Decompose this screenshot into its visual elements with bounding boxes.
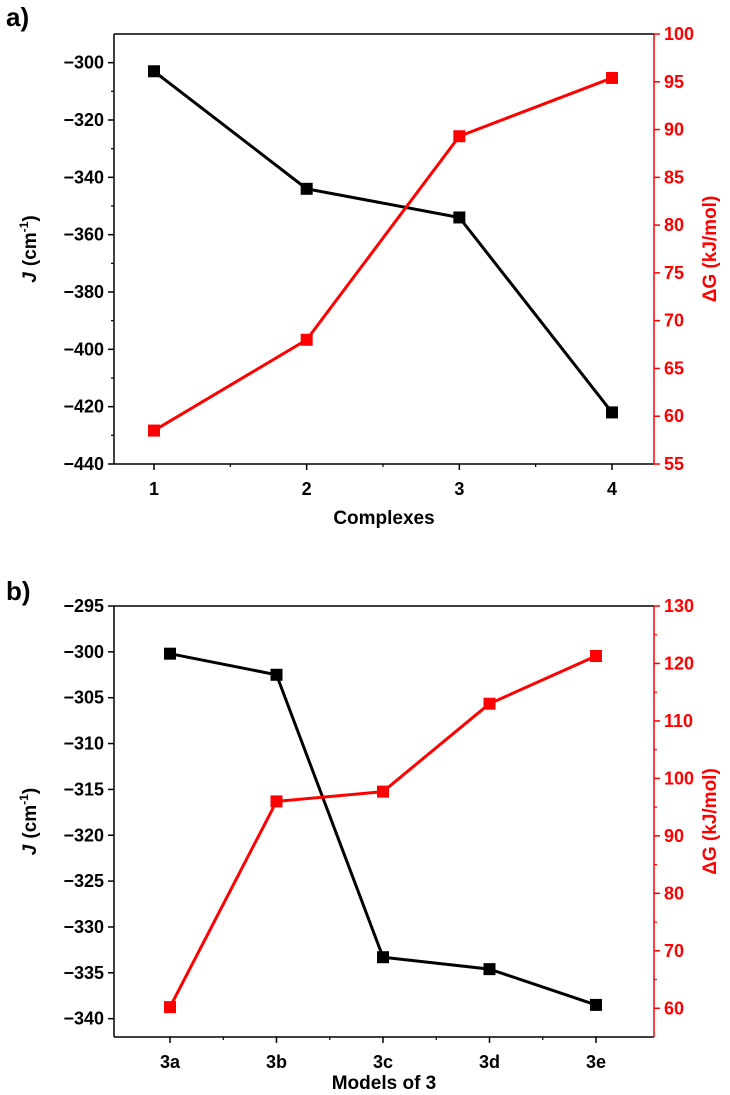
data-point-J-p2 [483,963,496,976]
left-axis-title-close-p2: ) [20,788,41,794]
x-axis-title-p2: Models of 3 [332,1073,437,1094]
left-tick-label-p1: −420 [63,397,104,417]
left-axis-title-p1: J (cm-1) [17,215,41,282]
data-point-J-p1 [300,182,313,195]
data-point-ΔG-p1 [148,424,160,437]
left-tick-label-p2: −340 [63,1009,104,1029]
left-tick-label-p2: −335 [63,963,104,983]
left-tick-label-p2: −305 [63,688,104,708]
left-tick-label-p1: −440 [63,454,104,474]
x-tick-label-p2: 3e [586,1052,606,1072]
right-axis-title-p2: ΔG (kJ/mol) [700,768,721,875]
data-point-ΔG-p1 [300,333,313,346]
data-point-J-p1 [606,406,618,419]
right-tick-label-p2: 80 [664,883,684,903]
x-tick-label-p2: 3c [373,1052,393,1072]
left-tick-label-p2: −320 [63,825,104,845]
series-line-J-p1 [153,70,614,414]
left-axis-title-p2: J (cm-1) [17,788,41,855]
left-tick-label-p2: −325 [63,871,104,891]
x-axis-title-p1: Complexes [333,508,434,529]
data-point-ΔG-p1 [606,71,618,84]
x-tick-label-p2: 3d [479,1052,500,1072]
left-tick-label-p2: −295 [63,596,104,616]
right-tick-label-p1: 55 [664,454,684,474]
right-tick-label-p2: 100 [664,768,694,788]
right-tick-label-p2: 60 [664,998,684,1018]
right-tick-label-p1: 95 [664,72,684,92]
right-tick-label-p2: 90 [664,826,684,846]
data-point-ΔG-p1 [453,130,466,143]
chart-panel-p1: a) −300 −320 −340 −360 −380 −400 −420 −440 55 60 65… [6,2,721,529]
right-tick-label-p2: 120 [664,653,694,673]
x-tick-label-p1: 3 [454,479,464,499]
left-axis-title-close-p1: ) [20,215,41,221]
x-tick-label-p1: 4 [607,479,617,499]
right-tick-label-p1: 65 [664,358,684,378]
right-tick-label-p2: 130 [664,596,694,616]
right-tick-label-p1: 100 [664,24,694,44]
right-tick-label-p1: 70 [664,311,684,331]
data-point-ΔG-p2 [590,649,602,662]
left-axis-title-sup-p2: -1 [17,794,31,805]
left-axis-title-unit-p2: (cm [20,805,41,839]
x-tick-label-p1: 2 [302,479,312,499]
left-tick-label-p1: −320 [63,110,104,130]
left-tick-label-p1: −340 [63,167,104,187]
left-tick-label-p1: −300 [63,53,104,73]
data-point-J-p2 [164,647,176,660]
left-axis-title-sup-p1: -1 [17,221,31,232]
data-point-ΔG-p2 [377,785,389,798]
left-tick-label-p2: −330 [63,917,104,937]
left-axis-title-symbol-p1: J [20,272,41,283]
right-tick-label-p2: 70 [664,941,684,961]
data-point-J-p2 [270,668,283,681]
data-point-J-p2 [590,998,602,1011]
left-tick-label-p2: −300 [63,642,104,662]
left-tick-label-p2: −315 [63,779,104,799]
left-tick-label-p2: −310 [63,734,104,754]
chart-panel-p2: b) −295 −300 −305 −310 −315 −320 −325 −330 −335 −3… [6,576,721,1094]
right-tick-label-p1: 60 [664,406,684,426]
x-tick-label-p1: 1 [149,479,159,499]
data-point-J-p1 [148,65,160,78]
right-tick-label-p1: 80 [664,215,684,235]
left-tick-label-p1: −400 [63,339,104,359]
left-tick-label-p1: −380 [63,282,104,302]
data-point-ΔG-p2 [164,1001,176,1014]
panel-label-p2: b) [6,576,31,606]
right-axis-title-p1: ΔG (kJ/mol) [700,196,721,303]
data-point-ΔG-p2 [270,795,283,808]
left-axis-title-unit-p1: (cm [20,232,41,266]
panel-label-p1: a) [6,2,29,32]
right-tick-label-p2: 110 [664,711,693,731]
left-axis-title-symbol-p2: J [20,844,41,855]
right-tick-label-p1: 90 [664,120,684,140]
data-point-ΔG-p2 [483,697,496,710]
x-tick-label-p2: 3a [160,1052,181,1072]
data-point-J-p1 [453,211,466,224]
right-tick-label-p1: 85 [664,167,684,187]
x-tick-label-p2: 3b [266,1052,287,1072]
data-point-J-p2 [377,951,389,964]
left-tick-label-p1: −360 [63,225,104,245]
series-line-ΔG-p1 [153,76,613,432]
right-tick-label-p1: 75 [664,263,684,283]
